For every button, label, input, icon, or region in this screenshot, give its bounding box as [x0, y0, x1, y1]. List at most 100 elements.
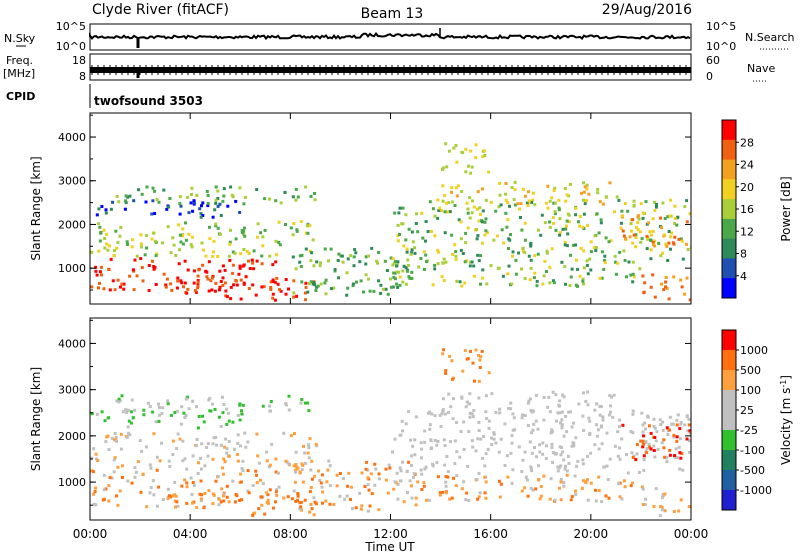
power-panel-frame [89, 112, 692, 305]
echo-cell [552, 451, 556, 455]
echo-cell [206, 277, 210, 281]
echo-cell [108, 476, 112, 480]
echo-cell [631, 280, 635, 284]
echo-cell [558, 233, 562, 237]
y-tick-label: 3000 [58, 175, 86, 188]
echo-cell [583, 185, 587, 189]
echo-cell [164, 283, 168, 287]
echo-cell [392, 275, 396, 279]
echo-cell [631, 431, 635, 435]
echo-cell [303, 401, 307, 405]
echo-cell [319, 282, 323, 286]
echo-cell [411, 476, 415, 480]
echo-cell [636, 228, 640, 232]
echo-cell [453, 439, 457, 443]
echo-cell [685, 276, 689, 280]
echo-cell [216, 226, 220, 230]
echo-cell [358, 260, 362, 264]
echo-cell [583, 202, 587, 206]
echo-cell [328, 502, 332, 506]
echo-cell [470, 260, 474, 264]
echo-cell [564, 282, 567, 286]
echo-cell [523, 277, 527, 281]
echo-cell [261, 244, 265, 248]
echo-cell [177, 223, 181, 227]
echo-cell [309, 259, 313, 263]
echo-cell [581, 458, 585, 462]
echo-cell [364, 273, 368, 277]
echo-cell [582, 181, 586, 185]
echo-cell [394, 260, 397, 263]
echo-cell [328, 484, 332, 488]
echo-cell [170, 288, 174, 292]
echo-cell [532, 276, 536, 280]
echo-cell [354, 251, 358, 255]
echo-cell [287, 394, 291, 398]
echo-cell [296, 498, 299, 502]
echo-cell [511, 412, 515, 416]
echo-cell [268, 488, 272, 492]
colorbar-swatch [722, 470, 736, 491]
echo-cell [289, 226, 293, 230]
echo-cell [231, 271, 235, 275]
echo-cell [568, 284, 572, 287]
echo-cell [562, 484, 566, 488]
echo-cell [556, 469, 560, 473]
echo-cell [135, 274, 139, 278]
freq-right-tick-bottom: 0 [706, 70, 713, 83]
echo-cell [120, 394, 124, 398]
echo-cell [246, 489, 250, 493]
y-tick-label: 2000 [58, 218, 86, 231]
echo-cell [548, 281, 552, 285]
echo-cell [436, 248, 440, 252]
echo-cell [498, 407, 502, 411]
echo-cell [191, 454, 195, 458]
echo-cell [292, 464, 296, 468]
echo-cell [128, 274, 132, 278]
echo-cell [233, 447, 237, 451]
echo-cell [128, 194, 132, 198]
echo-cell [472, 205, 476, 209]
echo-cell [641, 211, 645, 215]
echo-cell [132, 199, 136, 203]
echo-cell [193, 289, 197, 292]
echo-cell [154, 420, 158, 424]
echo-cell [354, 506, 358, 510]
echo-cell [295, 228, 299, 232]
echo-cell [218, 269, 222, 273]
echo-cell [625, 453, 628, 456]
echo-cell [589, 250, 593, 254]
echo-cell [503, 422, 507, 426]
echo-cell [466, 207, 470, 211]
echo-cell [509, 451, 513, 455]
echo-cell [410, 496, 414, 500]
echo-cell [145, 185, 149, 189]
echo-cell [316, 284, 320, 288]
echo-cell [278, 243, 282, 247]
echo-cell [307, 443, 311, 447]
echo-cell [631, 241, 635, 245]
echo-cell [408, 479, 412, 483]
echo-cell [246, 440, 250, 444]
echo-cell [505, 454, 509, 458]
echo-cell [299, 500, 303, 504]
echo-cell [262, 285, 266, 289]
echo-cell [190, 245, 194, 249]
echo-cell [464, 147, 468, 151]
echo-cell [217, 497, 221, 501]
echo-cell [234, 493, 238, 496]
echo-cell [94, 452, 98, 456]
echo-cell [102, 287, 106, 291]
echo-cell [487, 426, 491, 430]
echo-cell [621, 423, 625, 427]
colorbar-swatch [722, 139, 736, 161]
echo-cell [233, 251, 237, 255]
echo-cell [586, 224, 590, 228]
echo-cell [539, 233, 543, 237]
echo-cell [466, 464, 469, 468]
echo-cell [644, 440, 648, 444]
echo-cell [236, 459, 240, 463]
echo-cell [481, 276, 485, 280]
echo-cell [251, 261, 255, 265]
echo-cell [478, 491, 482, 495]
